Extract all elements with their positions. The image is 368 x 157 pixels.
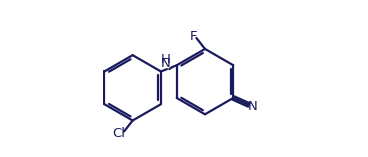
- Text: H: H: [160, 53, 170, 65]
- Text: F: F: [189, 30, 197, 43]
- Text: N: N: [160, 57, 170, 70]
- Text: N: N: [247, 100, 257, 113]
- Text: Cl: Cl: [113, 127, 125, 140]
